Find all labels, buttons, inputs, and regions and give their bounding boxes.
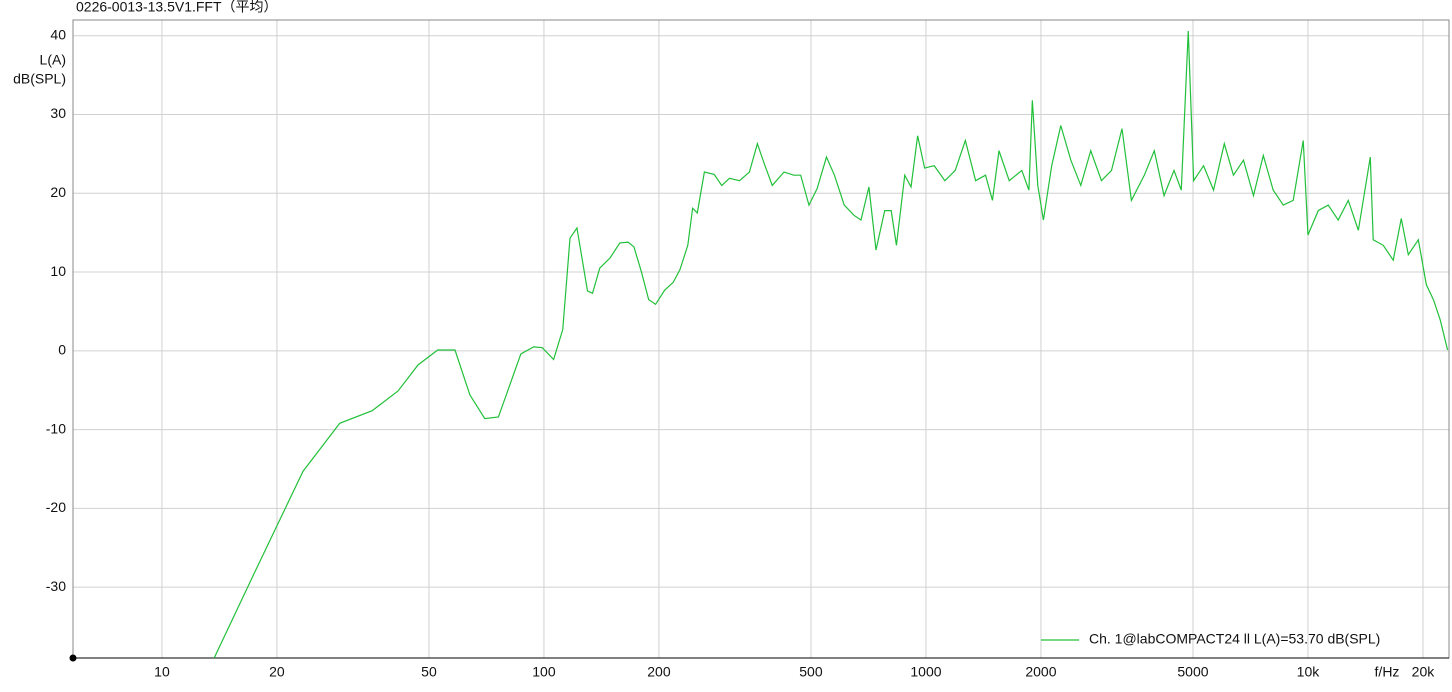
plot-frame bbox=[72, 19, 1450, 659]
x-tick-label: 5000 bbox=[1177, 664, 1208, 680]
y-tick-label: 40 bbox=[50, 26, 66, 42]
y-tick-label: -30 bbox=[46, 578, 66, 594]
x-tick-label: 10k bbox=[1297, 664, 1321, 680]
y-axis-label: L(A) bbox=[40, 52, 66, 68]
y-tick-label: 20 bbox=[50, 184, 66, 200]
y-tick-label: 10 bbox=[50, 263, 66, 279]
x-tick-label: 50 bbox=[421, 664, 437, 680]
x-axis-label: f/Hz bbox=[1375, 664, 1400, 680]
x-tick-label: 10 bbox=[154, 664, 170, 680]
y-tick-label: -20 bbox=[46, 499, 66, 515]
data-line bbox=[213, 31, 1449, 659]
x-tick-label: 20 bbox=[269, 664, 285, 680]
legend-label: Ch. 1@labCOMPACT24 ll L(A)=53.70 dB(SPL) bbox=[1089, 631, 1380, 647]
x-tick-label: 100 bbox=[532, 664, 556, 680]
chart-title: 0226-0013-13.5V1.FFT（平均） bbox=[76, 0, 278, 15]
x-tick-label: 2000 bbox=[1025, 664, 1056, 680]
y-tick-label: 30 bbox=[50, 105, 66, 121]
x-tick-label: 1000 bbox=[910, 664, 941, 680]
x-tick-label: 20k bbox=[1412, 664, 1436, 680]
origin-dot bbox=[69, 654, 77, 662]
y-tick-label: -10 bbox=[46, 420, 66, 436]
y-axis-label: dB(SPL) bbox=[13, 71, 66, 87]
x-tick-label: 200 bbox=[647, 664, 671, 680]
x-tick-label: 500 bbox=[799, 664, 823, 680]
y-tick-label: 0 bbox=[58, 342, 66, 358]
